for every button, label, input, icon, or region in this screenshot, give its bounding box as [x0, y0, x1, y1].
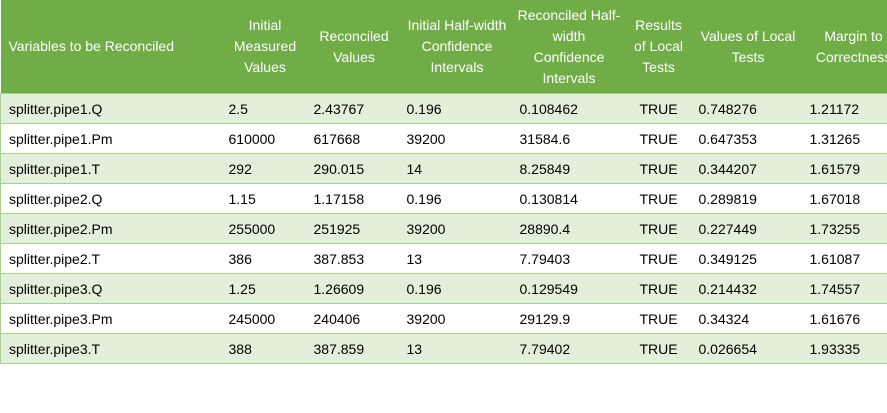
- table-cell: 0.34324: [692, 303, 804, 334]
- table-cell: 1.25: [222, 273, 308, 304]
- table-cell: 0.227449: [692, 213, 804, 244]
- table-cell: 13: [400, 243, 514, 274]
- table-cell: 7.79403: [513, 243, 625, 274]
- table-cell: 1.26609: [307, 273, 401, 304]
- table-cell: 0.130814: [513, 183, 625, 214]
- table-cell: TRUE: [624, 93, 693, 124]
- table-row: splitter.pipe1.Q 2.5 2.43767 0.196 0.108462 T…: [0, 93, 887, 124]
- table-cell: 0.129549: [513, 273, 625, 304]
- table-row: splitter.pipe2.T 386 387.853 13 7.79403 TRUE 0…: [0, 243, 887, 274]
- table-cell: 1.73255: [803, 213, 887, 244]
- table-cell: TRUE: [624, 333, 693, 364]
- table-row: splitter.pipe3.Q 1.25 1.26609 0.196 0.129549…: [0, 273, 887, 304]
- table-cell: 13: [400, 333, 514, 364]
- table-cell: splitter.pipe2.T: [0, 243, 223, 274]
- table-cell: 0.647353: [692, 123, 804, 154]
- table-cell: 1.21172: [803, 93, 887, 124]
- column-header: Reconciled Values: [307, 0, 401, 94]
- column-header: Variables to be Reconciled: [0, 0, 223, 94]
- table-cell: 31584.6: [513, 123, 625, 154]
- table-cell: 2.43767: [307, 93, 401, 124]
- table-cell: splitter.pipe3.Q: [0, 273, 223, 304]
- table-cell: 617668: [307, 123, 401, 154]
- table-cell: 14: [400, 153, 514, 184]
- header-row: Variables to be Reconciled Initial Measur…: [0, 0, 887, 94]
- column-header: Initial Half-width Confidence Intervals: [400, 0, 514, 94]
- table-cell: 255000: [222, 213, 308, 244]
- table-row: splitter.pipe3.T 388 387.859 13 7.79402 TRUE 0…: [0, 333, 887, 364]
- table-cell: TRUE: [624, 243, 693, 274]
- table-cell: 387.853: [307, 243, 401, 274]
- table-cell: 251925: [307, 213, 401, 244]
- table-cell: 388: [222, 333, 308, 364]
- table-row: splitter.pipe1.Pm 610000 617668 39200 31584.…: [0, 123, 887, 154]
- table-cell: 0.196: [400, 93, 514, 124]
- table-cell: 7.79402: [513, 333, 625, 364]
- column-header: Margin to Correctness: [803, 0, 887, 94]
- table-cell: 387.859: [307, 333, 401, 364]
- column-header: Values of Local Tests: [692, 0, 804, 94]
- table-cell: splitter.pipe3.T: [0, 333, 223, 364]
- column-header: Results of Local Tests: [624, 0, 693, 94]
- table-cell: splitter.pipe1.Q: [0, 93, 223, 124]
- table-cell: 1.61087: [803, 243, 887, 274]
- table-cell: 1.74557: [803, 273, 887, 304]
- table-cell: 0.349125: [692, 243, 804, 274]
- table-cell: 1.31265: [803, 123, 887, 154]
- table-cell: 292: [222, 153, 308, 184]
- table-cell: TRUE: [624, 213, 693, 244]
- reconciliation-table: Variables to be Reconciled Initial Measur…: [0, 0, 887, 364]
- table-cell: splitter.pipe2.Pm: [0, 213, 223, 244]
- table-cell: 290.015: [307, 153, 401, 184]
- table-body: splitter.pipe1.Q 2.5 2.43767 0.196 0.108462 T…: [0, 93, 887, 364]
- table-cell: 39200: [400, 213, 514, 244]
- table-cell: TRUE: [624, 123, 693, 154]
- table-cell: TRUE: [624, 183, 693, 214]
- table-cell: TRUE: [624, 153, 693, 184]
- table-cell: TRUE: [624, 273, 693, 304]
- table-cell: 386: [222, 243, 308, 274]
- column-header: Reconciled Half-width Confidence Interva…: [513, 0, 625, 94]
- table-cell: 0.026654: [692, 333, 804, 364]
- table-row: splitter.pipe3.Pm 245000 240406 39200 29129.…: [0, 303, 887, 334]
- table-cell: 0.196: [400, 183, 514, 214]
- table-cell: 0.289819: [692, 183, 804, 214]
- table-cell: 1.17158: [307, 183, 401, 214]
- table-cell: 1.67018: [803, 183, 887, 214]
- table-cell: TRUE: [624, 303, 693, 334]
- table-cell: 0.748276: [692, 93, 804, 124]
- table-cell: 0.214432: [692, 273, 804, 304]
- table-cell: splitter.pipe1.Pm: [0, 123, 223, 154]
- table-cell: 1.93335: [803, 333, 887, 364]
- table-cell: 28890.4: [513, 213, 625, 244]
- table-cell: 0.108462: [513, 93, 625, 124]
- table-cell: 39200: [400, 303, 514, 334]
- table-cell: 0.196: [400, 273, 514, 304]
- table-cell: 245000: [222, 303, 308, 334]
- table-cell: 1.15: [222, 183, 308, 214]
- column-header: Initial Measured Values: [222, 0, 308, 94]
- table-row: splitter.pipe2.Q 1.15 1.17158 0.196 0.130814…: [0, 183, 887, 214]
- table-cell: 240406: [307, 303, 401, 334]
- table-cell: 29129.9: [513, 303, 625, 334]
- table-cell: 1.61579: [803, 153, 887, 184]
- table-row: splitter.pipe2.Pm 255000 251925 39200 28890.…: [0, 213, 887, 244]
- table-cell: 8.25849: [513, 153, 625, 184]
- table-cell: 39200: [400, 123, 514, 154]
- table-row: splitter.pipe1.T 292 290.015 14 8.25849 TRUE 0…: [0, 153, 887, 184]
- table-cell: 2.5: [222, 93, 308, 124]
- table-cell: splitter.pipe2.Q: [0, 183, 223, 214]
- table-cell: splitter.pipe1.T: [0, 153, 223, 184]
- table-cell: 610000: [222, 123, 308, 154]
- table-cell: splitter.pipe3.Pm: [0, 303, 223, 334]
- table-cell: 0.344207: [692, 153, 804, 184]
- table-cell: 1.61676: [803, 303, 887, 334]
